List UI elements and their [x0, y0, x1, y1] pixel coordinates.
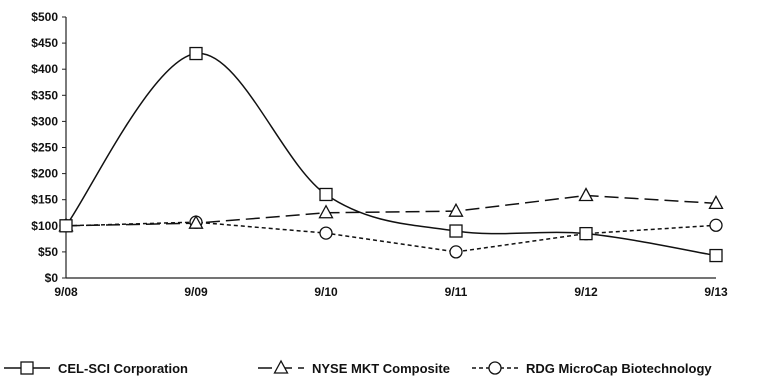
x-axis-tick-labels: 9/08 9/09 9/10 9/11 9/12 9/13 — [54, 285, 728, 299]
legend: CEL-SCI Corporation NYSE MKT Composite RDG… — [4, 359, 712, 376]
x-tick-label: 9/12 — [574, 285, 598, 299]
y-tick-label: $200 — [31, 167, 58, 181]
x-tick-label: 9/08 — [54, 285, 78, 299]
point-square — [189, 46, 203, 61]
y-axis-tick-labels: $0 $50 $100 $150 $200 $250 $300 $350 $400 $450 $50… — [31, 10, 58, 285]
x-tick-label: 9/11 — [445, 285, 468, 299]
legend-item: RDG MicroCap Biotechnology — [472, 361, 712, 376]
legend-marker-triangle — [273, 359, 289, 374]
x-tick-label: 9/09 — [184, 285, 208, 299]
point-triangle — [188, 214, 204, 229]
legend-label: CEL-SCI Corporation — [58, 361, 188, 376]
series-lines — [58, 46, 724, 263]
point-triangle — [318, 204, 334, 219]
point-square — [709, 248, 723, 263]
y-tick-label: $300 — [31, 114, 58, 128]
legend-marker-circle — [488, 361, 502, 375]
series-line-circle — [65, 221, 717, 253]
y-tick-label: $350 — [31, 88, 58, 102]
y-tick-label: $450 — [31, 36, 58, 50]
point-triangle — [708, 194, 724, 210]
axes — [62, 16, 716, 279]
point-triangle — [448, 202, 464, 217]
legend-marker-square — [20, 361, 34, 375]
legend-item: NYSE MKT Composite — [258, 359, 450, 376]
point-triangle — [578, 187, 594, 202]
x-tick-label: 9/10 — [314, 285, 338, 299]
y-tick-label: $150 — [31, 193, 58, 207]
point-square — [319, 187, 333, 202]
point-circle — [319, 226, 333, 240]
legend-label: RDG MicroCap Biotechnology — [526, 361, 712, 376]
y-tick-label: $500 — [31, 10, 58, 24]
legend-label: NYSE MKT Composite — [312, 361, 450, 376]
y-tick-label: $400 — [31, 62, 58, 76]
point-circle — [449, 245, 463, 259]
point-circle — [709, 218, 723, 232]
y-tick-label: $0 — [45, 271, 59, 285]
y-tick-label: $100 — [31, 219, 58, 233]
point-square — [449, 224, 463, 238]
x-tick-label: 9/13 — [704, 285, 728, 299]
point-square — [579, 226, 593, 241]
legend-item: CEL-SCI Corporation — [4, 361, 188, 376]
series-line-square — [65, 52, 717, 257]
series-line-triangle — [65, 194, 717, 227]
y-tick-label: $250 — [31, 141, 58, 155]
y-tick-label: $50 — [38, 245, 58, 259]
point-square — [59, 219, 73, 233]
